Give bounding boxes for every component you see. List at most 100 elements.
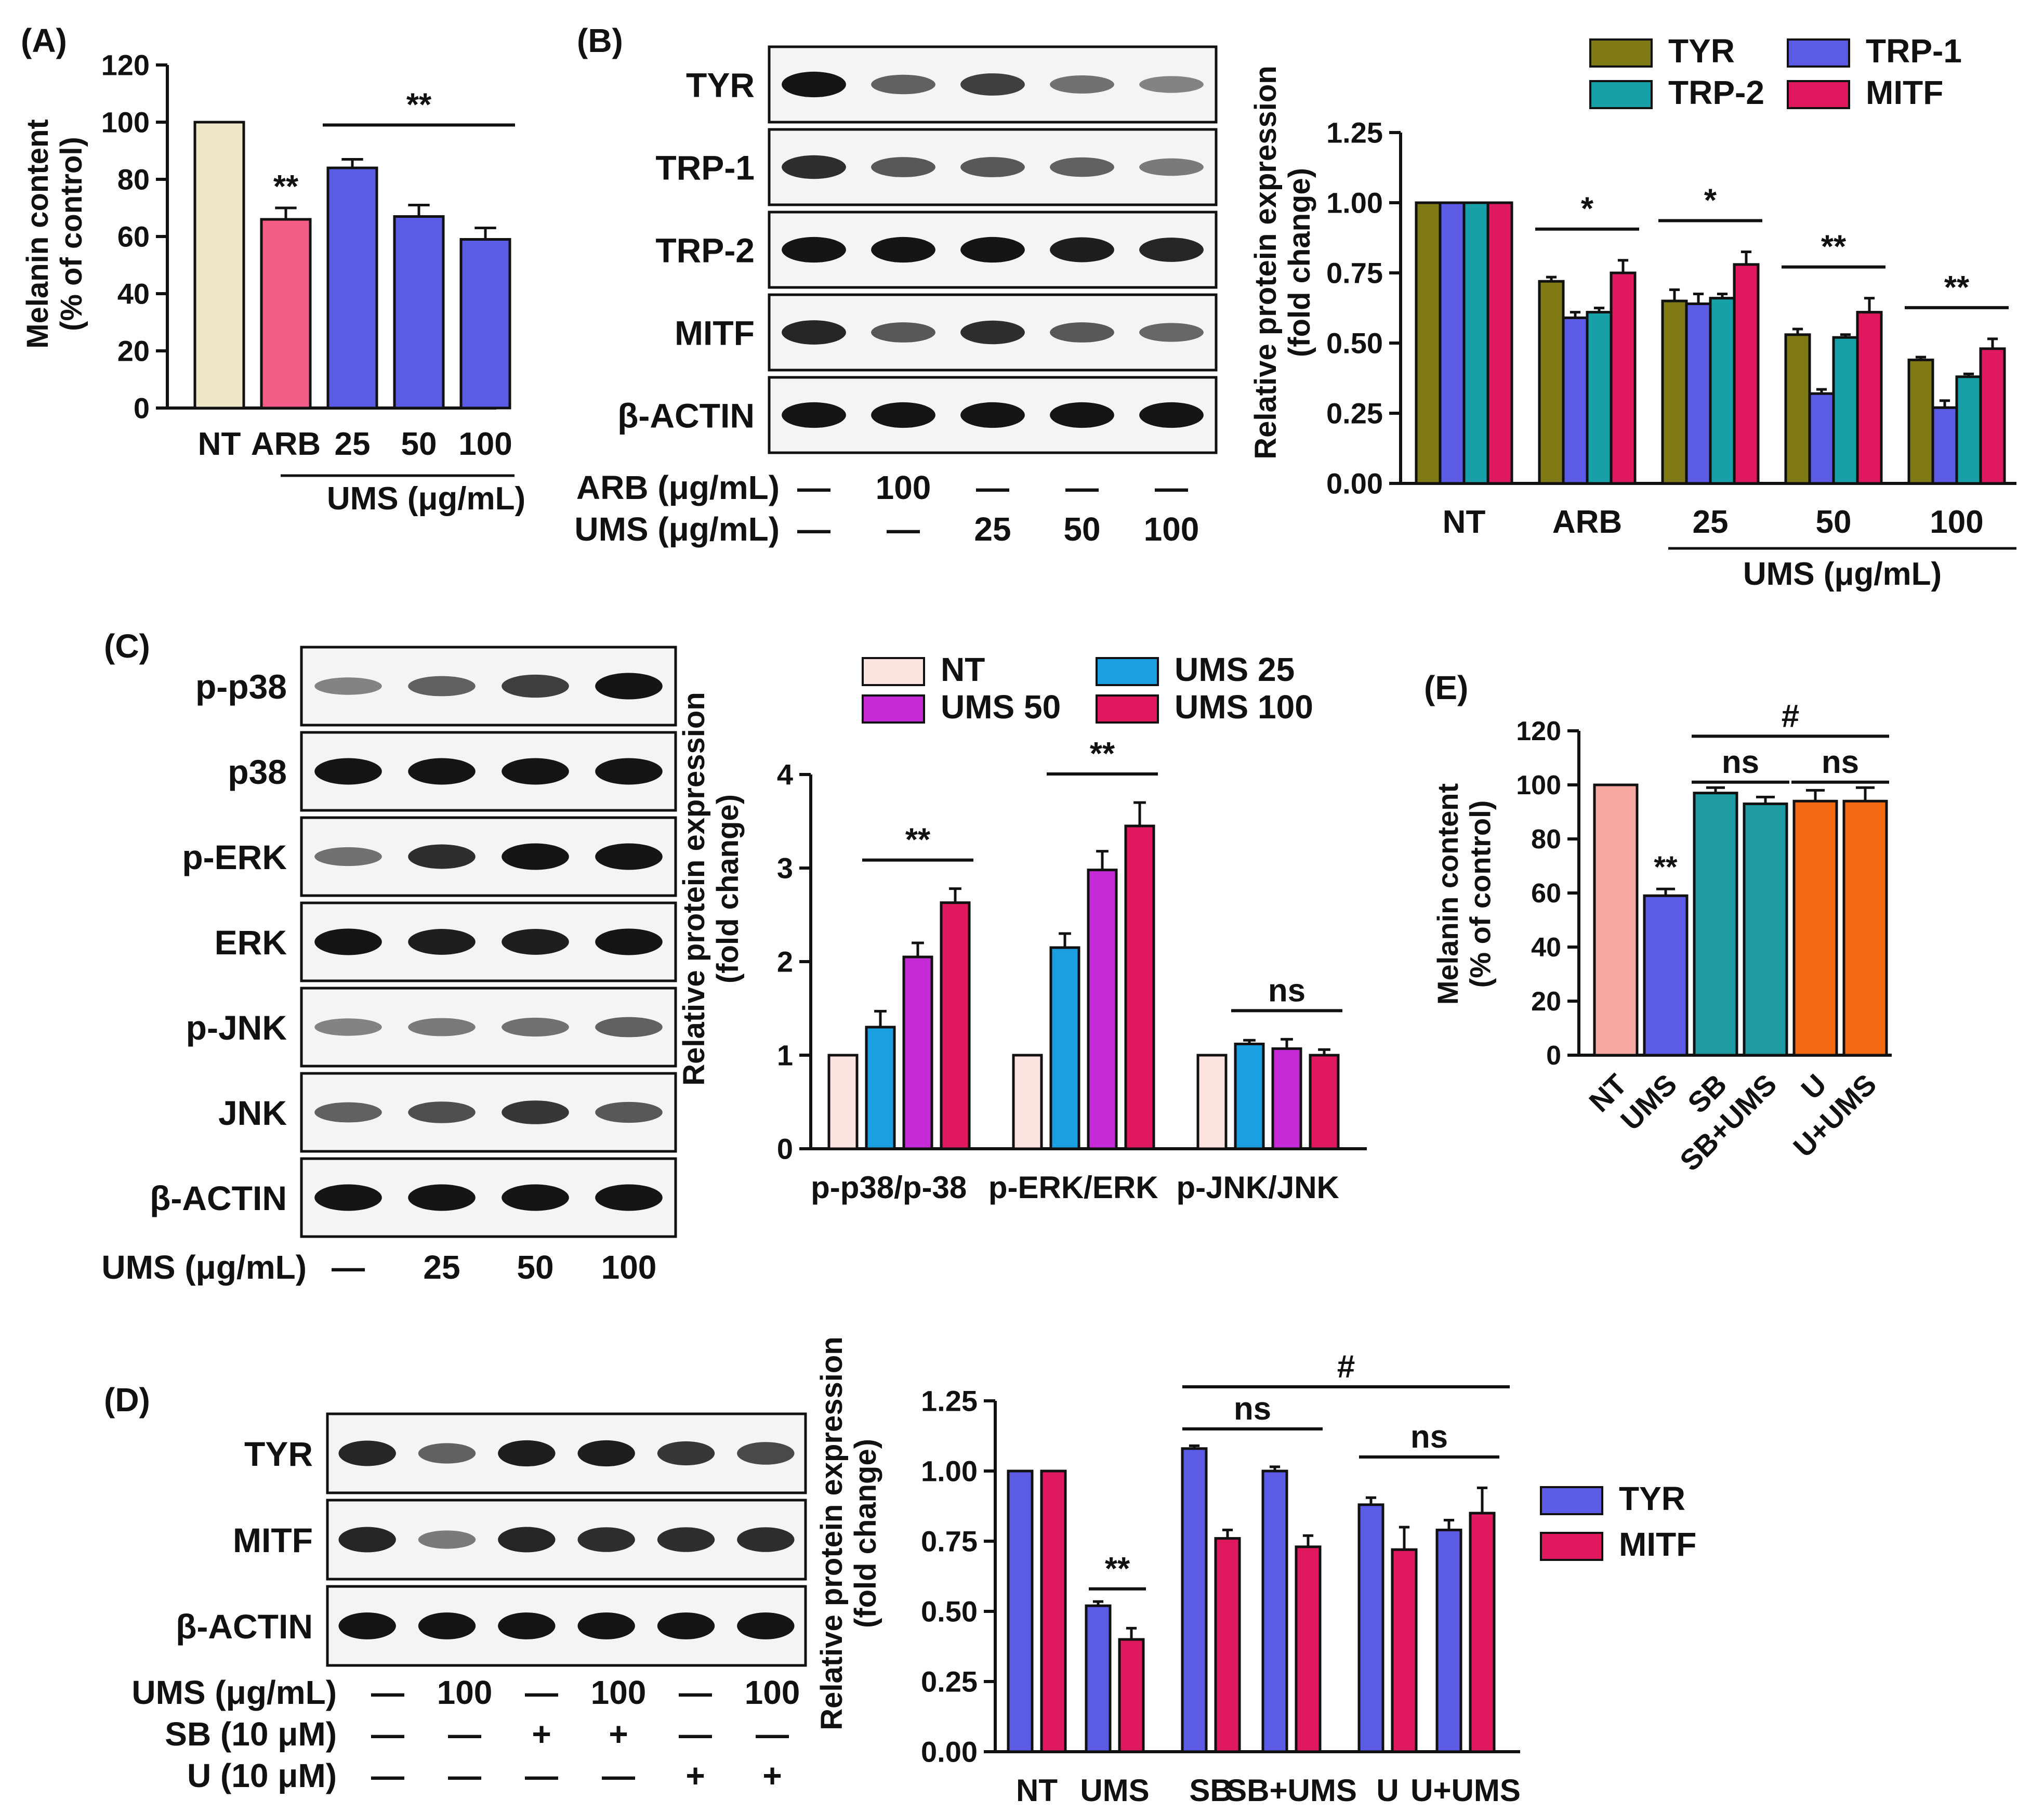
panel-d-y-tick-label: 0.25 bbox=[921, 1665, 978, 1698]
panel-b-y-tick-label: 1.00 bbox=[1326, 187, 1383, 219]
panel-b-treatment-value: — bbox=[976, 469, 1009, 506]
panel-d-blot-band bbox=[737, 1612, 795, 1639]
panel-c-blot-band bbox=[408, 676, 476, 697]
panel-b-bar bbox=[1709, 297, 1736, 485]
panel-d-treatment-value: — bbox=[525, 1674, 558, 1711]
panel-b-legend-swatch bbox=[1589, 38, 1653, 68]
panel-d-sig-u: ns bbox=[1410, 1419, 1448, 1455]
panel-c-bar bbox=[940, 901, 971, 1150]
panel-d-legend-swatch bbox=[1540, 1532, 1603, 1561]
panel-c-blot-band bbox=[408, 1101, 476, 1123]
panel-c-x-tick-label: p-ERK/ERK bbox=[988, 1170, 1158, 1205]
panel-b-blot-band bbox=[1139, 323, 1204, 342]
panel-e-y-tick-label: 0 bbox=[1546, 1041, 1561, 1071]
panel-d-treatment-value: — bbox=[371, 1757, 404, 1794]
panel-b-y-tick-label: 0.25 bbox=[1326, 397, 1383, 430]
panel-e-bar bbox=[1643, 894, 1689, 1057]
panel-c-y-tick-label: 4 bbox=[777, 758, 793, 791]
panel-a-group-label: UMS (μg/mL) bbox=[327, 481, 525, 517]
panel-c-y-tick-label: 2 bbox=[777, 946, 793, 978]
panel-d-y-tick-label: 0.50 bbox=[921, 1595, 978, 1628]
panel-d-x-tick-label: NT bbox=[1016, 1773, 1058, 1808]
panel-d-treatment-value: 100 bbox=[591, 1674, 647, 1711]
panel-b-legend-label: TYR bbox=[1668, 32, 1735, 70]
panel-b-blot-label: TRP-1 bbox=[655, 149, 755, 187]
panel-b-treatment-value: — bbox=[797, 510, 830, 548]
panel-d-bar bbox=[1435, 1528, 1462, 1753]
panel-a-y-label: Melanin content bbox=[21, 119, 55, 348]
panel-a-x-tick-label: 50 bbox=[401, 426, 437, 462]
panel-d-treatment-label: U (10 μM) bbox=[187, 1757, 337, 1794]
panel-c-blot-label: ERK bbox=[215, 923, 287, 962]
panel-b-blot-band bbox=[871, 74, 935, 95]
panel-a-y-tick-label: 80 bbox=[117, 163, 150, 196]
panel-b-blot-band bbox=[1050, 157, 1114, 177]
panel-b-blot-band bbox=[960, 73, 1025, 96]
panel-a-y-tick-label: 40 bbox=[117, 278, 150, 310]
panel-b-bar bbox=[1685, 302, 1712, 485]
panel-c-legend-swatch bbox=[1096, 694, 1159, 724]
panel-c-blot-band bbox=[314, 1184, 382, 1211]
panel-e-y-tick-label: 100 bbox=[1516, 770, 1561, 800]
panel-d-x-tick-label: UMS bbox=[1080, 1773, 1149, 1808]
panel-c-bar bbox=[1012, 1054, 1043, 1150]
panel-d-treatment-value: — bbox=[448, 1757, 481, 1794]
panel-b-bar bbox=[1439, 201, 1466, 485]
panel-d-bar bbox=[1007, 1469, 1034, 1753]
panel-b-y-tick-label: 0.75 bbox=[1326, 257, 1383, 290]
panel-d-y-label-2: (fold change) bbox=[849, 1439, 882, 1628]
panel-b-bar bbox=[1907, 358, 1934, 485]
panel-d-bar bbox=[1085, 1604, 1112, 1753]
panel-d-treatment-value: — bbox=[371, 1674, 404, 1711]
panel-c-y-tick-label: 1 bbox=[777, 1039, 793, 1072]
panel-b-blot-band bbox=[871, 402, 935, 428]
panel-d-bar bbox=[1118, 1638, 1145, 1753]
panel-e-y-tick-label: 20 bbox=[1531, 987, 1561, 1017]
panel-c-treatment-label: UMS (μg/mL) bbox=[101, 1249, 307, 1286]
panel-b-group-label: UMS (μg/mL) bbox=[1743, 556, 1942, 592]
panel-b-blot-band bbox=[1139, 238, 1204, 262]
panel-b-blot-band bbox=[782, 320, 846, 345]
panel-c-bar bbox=[1049, 946, 1080, 1150]
panel-b-y-tick-label: 1.25 bbox=[1326, 116, 1383, 149]
panel-a-x-tick-label: ARB bbox=[251, 426, 321, 462]
panel-d-treatment-value: — bbox=[679, 1674, 712, 1711]
panel-b-bar bbox=[1784, 333, 1811, 485]
panel-d-y-tick-label: 1.00 bbox=[921, 1455, 978, 1488]
panel-d-blot-band bbox=[418, 1443, 476, 1464]
panel-c-legend-swatch bbox=[1096, 657, 1159, 686]
panel-d-blot-row bbox=[326, 1412, 807, 1494]
panel-d-blot-band bbox=[498, 1612, 556, 1639]
panel-d-treatment-value: — bbox=[602, 1757, 635, 1794]
panel-d-blot-band bbox=[418, 1612, 476, 1639]
panel-d-sig-sb: ns bbox=[1234, 1391, 1271, 1427]
panel-d-blot-band bbox=[657, 1527, 715, 1552]
panel-c-x-tick-label: p-JNK/JNK bbox=[1177, 1170, 1339, 1205]
panel-e-bar bbox=[1842, 799, 1888, 1057]
panel-c-blot-band bbox=[595, 1017, 663, 1038]
panel-d-blot-band bbox=[338, 1440, 396, 1466]
panel-c-treatment-value: — bbox=[332, 1249, 365, 1286]
panel-b-blot-band bbox=[1139, 76, 1204, 93]
panel-c-blot-band bbox=[408, 758, 476, 785]
panel-label-d: (D) bbox=[104, 1381, 150, 1419]
panel-c-blot-label: p-ERK bbox=[182, 838, 287, 876]
panel-c-bar bbox=[1196, 1054, 1228, 1150]
panel-b-legend-label: TRP-1 bbox=[1866, 32, 1962, 70]
panel-d-blot-band bbox=[418, 1530, 476, 1549]
panel-b-x-tick-label: 50 bbox=[1816, 504, 1852, 540]
panel-b-treatment-label: UMS (μg/mL) bbox=[574, 510, 780, 548]
panel-d-blot-band bbox=[338, 1527, 396, 1553]
panel-c-bar bbox=[1087, 869, 1118, 1150]
panel-e-sig-ums: ** bbox=[1654, 850, 1678, 884]
panel-b-blot-label: MITF bbox=[675, 314, 755, 352]
panel-d-blot-band bbox=[657, 1441, 715, 1466]
panel-e-sig-all: # bbox=[1782, 698, 1799, 734]
panel-e-x-tick-label: SB+UMS bbox=[1673, 1068, 1783, 1177]
panel-d-treatment-value: + bbox=[685, 1757, 705, 1794]
panel-d-bar bbox=[1357, 1503, 1384, 1753]
panel-c-legend-label: NT bbox=[941, 651, 985, 688]
panel-c-treatment-value: 50 bbox=[517, 1249, 553, 1286]
panel-b-bar bbox=[1979, 347, 2006, 485]
panel-e-y-tick-label: 60 bbox=[1531, 878, 1561, 909]
